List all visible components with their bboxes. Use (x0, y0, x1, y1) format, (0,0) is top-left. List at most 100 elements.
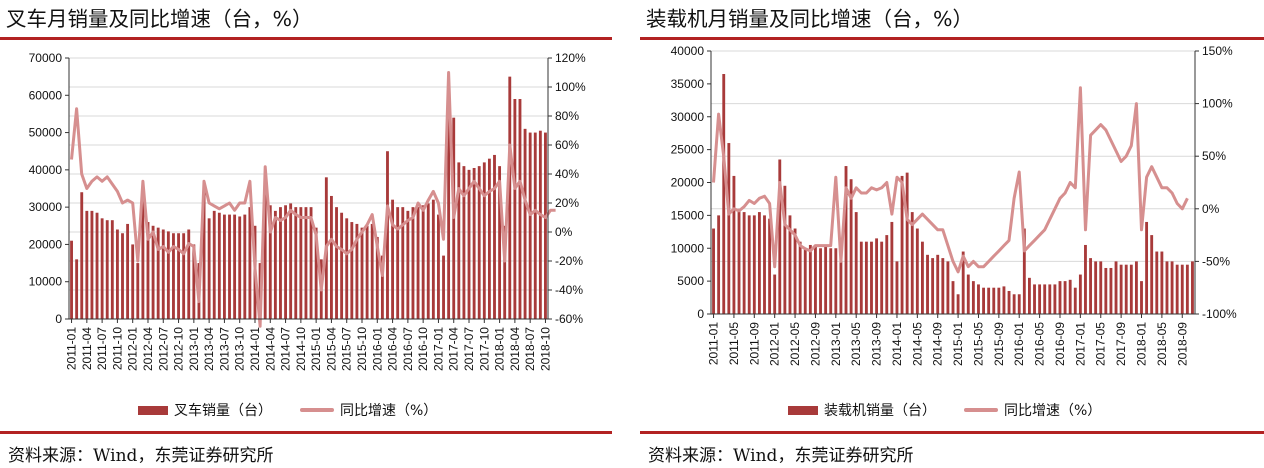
right-tick-label: 100% (555, 80, 586, 94)
bar (864, 241, 868, 314)
x-tick-label: 2018-01 (493, 327, 507, 371)
bar (987, 287, 991, 314)
bar (105, 220, 109, 319)
bar (523, 128, 527, 319)
bar (1165, 261, 1169, 314)
right-tick-label: 0% (555, 225, 573, 239)
legend-bar-swatch (138, 405, 168, 415)
left-tick-label: 0 (697, 307, 704, 321)
x-tick-label: 2016-10 (416, 327, 430, 371)
x-tick-label: 2018-05 (1155, 322, 1169, 366)
bar (1119, 264, 1123, 314)
bar (1089, 258, 1092, 314)
x-tick-label: 2015-04 (324, 327, 338, 371)
growth-line (712, 86, 1189, 274)
bar (900, 175, 904, 314)
x-tick-label: 2018-09 (1175, 322, 1189, 366)
bar (1027, 277, 1031, 314)
bar (982, 287, 985, 314)
bar (416, 207, 420, 319)
bar (508, 76, 512, 319)
bar (1048, 284, 1052, 314)
left-tick-label: 30000 (671, 110, 705, 124)
x-tick-label: 2015-05 (971, 322, 985, 366)
x-tick-label: 2017-05 (1094, 322, 1108, 366)
bar (345, 218, 349, 319)
bar (1038, 284, 1042, 314)
loader-chart: 0 5000 10000 15000 20000 25000 30000 35000 40000… (671, 44, 1237, 366)
bar (233, 214, 237, 319)
bar (90, 210, 94, 319)
bar (309, 207, 313, 319)
bar (1022, 228, 1026, 314)
bar (1185, 264, 1189, 314)
chart-title: 叉车月销量及同比增速（台，%） (6, 7, 313, 31)
left-tick-label: 15000 (671, 208, 705, 222)
legend-bar-swatch (788, 405, 818, 415)
x-tick-label: 2013-04 (202, 327, 216, 371)
bar (1140, 281, 1143, 314)
bar (752, 215, 756, 314)
bar (95, 212, 99, 319)
left-tick-label: 20000 (29, 237, 63, 251)
bar (304, 207, 308, 319)
bar (202, 182, 206, 319)
bar (248, 207, 252, 319)
bar (85, 210, 89, 319)
right-tick-label: -40% (555, 283, 583, 297)
bar (936, 254, 940, 314)
bar (355, 223, 359, 319)
bar (477, 166, 481, 319)
right-tick-label: 0% (1202, 202, 1220, 216)
right-tick-label: 120% (555, 51, 586, 65)
bar (1012, 294, 1016, 314)
bar (1134, 261, 1138, 314)
bar (1084, 244, 1087, 314)
bar (493, 154, 496, 319)
bar (487, 158, 491, 319)
bar (228, 214, 231, 319)
bar (273, 210, 277, 319)
bar (222, 214, 226, 319)
bottom-rule (0, 431, 612, 434)
bar (1078, 274, 1082, 314)
left-tick-label: 40000 (29, 163, 63, 177)
left-tick-label: 35000 (671, 77, 705, 91)
x-tick-label: 2011-05 (727, 322, 741, 365)
bar (70, 240, 73, 319)
bar (1063, 281, 1067, 314)
bar (192, 244, 196, 319)
left-tick-label: 40000 (671, 44, 705, 58)
bar (289, 203, 293, 319)
bar (406, 210, 410, 319)
bar (370, 223, 374, 319)
bar (1017, 294, 1021, 314)
legend-bars-label: 装载机销量（台） (824, 403, 936, 419)
legend-line-swatch (964, 408, 998, 412)
x-tick-label: 2014-09 (931, 322, 945, 366)
bar (131, 244, 135, 319)
source-note: 资料来源：Wind，东莞证券研究所 (648, 446, 914, 466)
bar (421, 205, 425, 319)
bar (890, 221, 894, 314)
bar (992, 287, 996, 314)
legend-line-label: 同比增速（%） (340, 403, 438, 419)
right-tick-label: -100% (1202, 307, 1237, 321)
bar (1180, 264, 1184, 314)
x-tick-label: 2012-01 (126, 327, 140, 371)
bar (401, 207, 405, 319)
bar (1114, 261, 1118, 314)
x-tick-label: 2011-01 (65, 327, 79, 370)
x-tick-label: 2012-05 (788, 322, 802, 366)
x-tick-label: 2011-04 (80, 327, 94, 370)
bar (100, 218, 104, 319)
bar (849, 179, 853, 314)
x-tick-label: 2012-07 (156, 327, 170, 371)
bar (442, 255, 445, 319)
bar (997, 287, 1001, 314)
x-tick-label: 2015-07 (340, 327, 354, 371)
left-tick-label: 10000 (29, 275, 63, 289)
right-tick-label: 150% (1202, 44, 1233, 58)
x-tick-label: 2017-07 (462, 327, 476, 371)
right-tick-label: 40% (555, 167, 579, 181)
